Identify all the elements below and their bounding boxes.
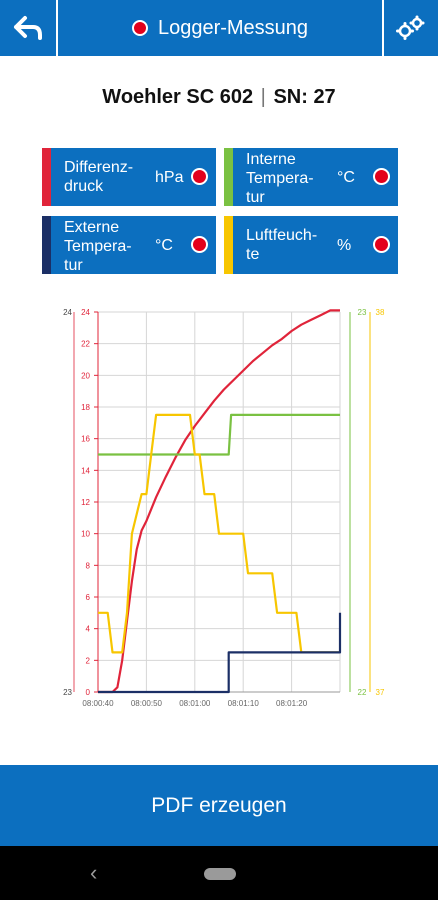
recording-indicator-icon [131, 20, 148, 36]
sensor-name: Interne Tempera- tur [246, 150, 332, 207]
sensor-name-line: tur [64, 257, 83, 274]
y-tick-label: 6 [86, 593, 91, 602]
sensor-name: Externe Tempera- tur [64, 218, 150, 275]
y-tick-label: 14 [81, 466, 90, 475]
device-separator: | [260, 86, 266, 108]
sensor-color-stripe [42, 148, 51, 206]
create-pdf-label: PDF erzeugen [151, 793, 287, 817]
sensor-tile-interne-temperatur[interactable]: Interne Tempera- tur °C [224, 148, 398, 206]
back-arrow-icon [14, 16, 42, 40]
y-tick-label: 8 [86, 561, 91, 570]
sensor-active-dot-icon [373, 236, 390, 253]
sensor-name-line: druck [64, 178, 104, 195]
y-tick-label: 20 [81, 371, 90, 380]
nav-back-icon[interactable]: ‹ [90, 860, 98, 885]
y-tick-label: 12 [81, 498, 90, 507]
sensor-name-line: Interne [246, 151, 296, 168]
sensor-active-dot-icon [191, 168, 208, 185]
sensor-name-line: Externe [64, 219, 120, 236]
sensor-color-stripe [42, 216, 51, 274]
device-name: Woehler SC 602 [102, 86, 254, 108]
x-tick-label: 08:01:20 [276, 699, 308, 708]
sensor-name-line: tur [246, 189, 265, 206]
y-tick-label: 0 [86, 688, 91, 697]
y-axis-outer-bottom-label: 23 [63, 688, 72, 697]
settings-button[interactable] [382, 0, 438, 56]
sensor-color-stripe [224, 216, 233, 274]
y-tick-label: 10 [81, 530, 90, 539]
sensor-name: Luftfeuch- te [246, 226, 332, 264]
top-app-bar: Logger-Messung [0, 0, 438, 56]
y-tick-label: 22 [81, 340, 90, 349]
sensor-tile-externe-temperatur[interactable]: Externe Tempera- tur °C [42, 216, 216, 274]
sensor-tile-differenzdruck[interactable]: Differenz- druck hPa [42, 148, 216, 206]
chart-svg: 02468101214161820222424232322383708:00:4… [63, 308, 385, 708]
y-tick-label: 18 [81, 403, 90, 412]
page-title: Logger-Messung [157, 16, 309, 39]
sensor-name-line: Tempera- [246, 170, 314, 187]
nav-home-pill-icon[interactable] [204, 868, 236, 880]
gears-icon [396, 15, 425, 40]
series-line [98, 413, 340, 654]
series-line [98, 612, 342, 694]
page-title-bar: Logger-Messung [60, 0, 380, 56]
sensor-name-line: te [246, 246, 260, 263]
y-tick-label: 4 [86, 625, 91, 634]
sensor-name-line: Tempera- [64, 238, 132, 255]
series-line [98, 309, 340, 694]
sensor-unit: °C [337, 169, 355, 186]
device-serial: SN: 27 [273, 86, 336, 108]
y-axis-yellow-bottom-label: 37 [376, 688, 385, 697]
y-axis-green-top-label: 23 [358, 308, 367, 317]
sensor-tile-luftfeuchte[interactable]: Luftfeuch- te % [224, 216, 398, 274]
y-axis-outer-top-label: 24 [63, 308, 72, 317]
sensor-active-dot-icon [191, 236, 208, 253]
sensor-name: Differenz- druck [64, 158, 150, 196]
y-axis-green-bottom-label: 22 [358, 688, 367, 697]
x-tick-label: 08:00:40 [82, 699, 114, 708]
y-axis-yellow-top-label: 38 [376, 308, 385, 317]
x-tick-label: 08:01:10 [228, 699, 260, 708]
x-tick-label: 08:00:50 [131, 699, 163, 708]
system-navigation-bar: ‹ [0, 846, 438, 900]
y-tick-label: 2 [86, 656, 91, 665]
sensor-unit: % [337, 237, 352, 254]
back-button[interactable] [0, 0, 58, 56]
create-pdf-button[interactable]: PDF erzeugen [0, 765, 438, 846]
x-tick-label: 08:01:00 [179, 699, 211, 708]
sensor-active-dot-icon [373, 168, 390, 185]
sensor-unit: °C [155, 237, 173, 254]
logger-chart: 0 2 4 6 8 10 12 14 16 18 20 22 24 24 23 23 22 38 37 08:00:4… [44, 300, 399, 720]
y-tick-label: 16 [81, 435, 90, 444]
series-line [98, 413, 340, 456]
y-tick-label: 24 [81, 308, 90, 317]
sensor-unit: hPa [155, 169, 184, 186]
sensor-name-line: Differenz- [64, 159, 134, 176]
sensor-name-line: Luftfeuch- [246, 227, 318, 244]
device-header: Woehler SC 602 | SN: 27 [0, 86, 438, 109]
sensor-color-stripe [224, 148, 233, 206]
